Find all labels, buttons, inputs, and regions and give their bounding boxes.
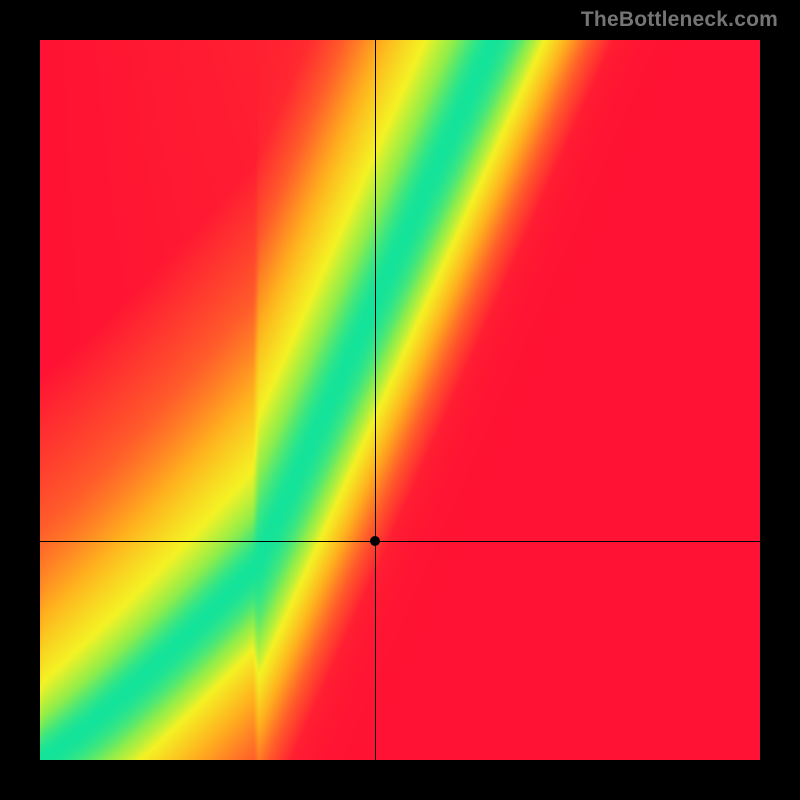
crosshair-horizontal	[40, 541, 760, 542]
crosshair-marker	[370, 536, 380, 546]
heatmap-canvas	[40, 40, 760, 760]
watermark-text: TheBottleneck.com	[581, 8, 778, 32]
crosshair-vertical	[375, 40, 376, 760]
chart-container: TheBottleneck.com	[0, 0, 800, 800]
plot-area	[40, 40, 760, 760]
